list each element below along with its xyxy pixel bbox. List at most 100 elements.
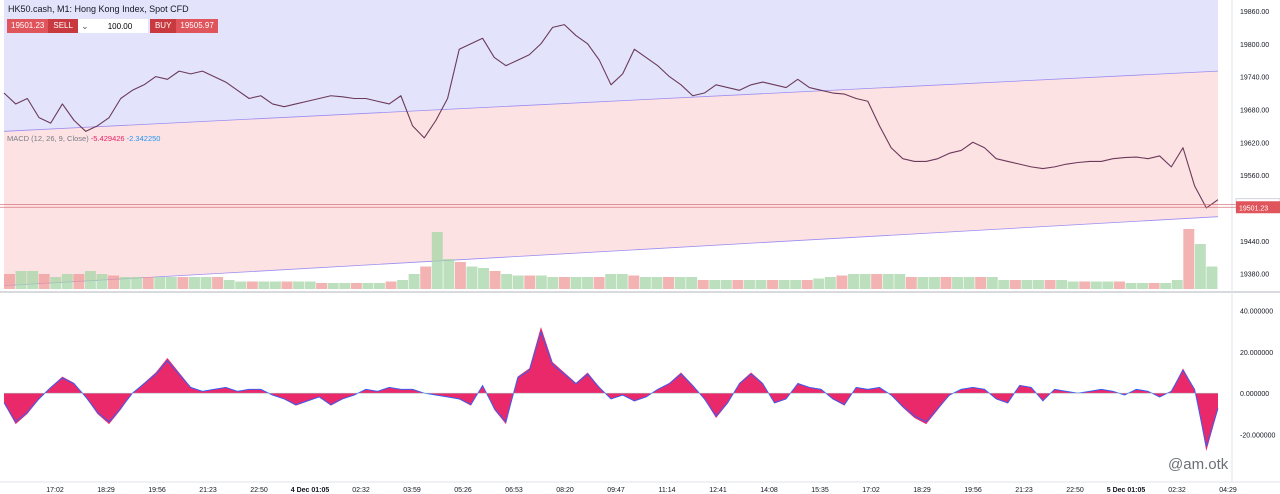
volume-bar — [697, 280, 709, 289]
volume-bar — [1125, 283, 1137, 289]
time-tick-label: 02:32 — [1168, 487, 1186, 494]
volume-bar — [258, 281, 270, 289]
time-tick-label: 17:02 — [862, 487, 880, 494]
volume-bar — [547, 277, 559, 289]
volume-bar — [1206, 266, 1218, 289]
volume-bar — [131, 277, 143, 289]
chart-title: HK50.cash, M1: Hong Kong Index, Spot CFD — [8, 4, 189, 14]
macd-legend-signal: -2.342250 — [126, 134, 161, 143]
volume-bar — [50, 277, 62, 289]
volume-bar — [397, 280, 409, 289]
sell-button[interactable]: SELL — [48, 19, 78, 33]
channel-upper-line — [3, 70, 1219, 132]
volume-bar — [928, 277, 940, 289]
volume-bar — [1183, 229, 1195, 289]
time-tick-label: 05:26 — [454, 487, 472, 494]
volume-bar — [639, 277, 651, 289]
volume-bar — [663, 277, 674, 289]
volume-bar — [582, 277, 594, 289]
volume-bar — [767, 280, 779, 289]
volume-bar — [38, 274, 50, 289]
time-tick-label: 22:50 — [250, 487, 268, 494]
price-tick-label: 19380.00 — [1240, 272, 1269, 279]
price-tick-label: 19560.00 — [1240, 173, 1269, 180]
volume-bar — [246, 281, 258, 289]
volume-bar — [616, 274, 628, 289]
volume-bar — [316, 283, 328, 289]
volume-bar — [431, 232, 443, 289]
volume-bar — [61, 274, 73, 289]
upper-zone — [4, 0, 1218, 132]
volume-bar — [1009, 280, 1021, 289]
price-tick-label: 19680.00 — [1240, 107, 1269, 114]
buy-price[interactable]: 19505.97 — [176, 19, 218, 33]
volume-bar — [871, 274, 883, 289]
volume-bar — [1056, 280, 1068, 289]
volume-bar — [1113, 281, 1125, 289]
volume-bar — [790, 280, 802, 289]
volume-bar — [165, 277, 177, 289]
volume-bar — [200, 277, 212, 289]
volume-bar — [940, 277, 952, 289]
macd-line — [3, 330, 1219, 447]
volume-bar — [96, 274, 108, 289]
volume-bar — [859, 274, 871, 289]
volume-bar — [512, 275, 524, 289]
time-tick-label: 18:29 — [97, 487, 115, 494]
volume-bar — [385, 281, 397, 289]
volume-bar — [628, 275, 640, 289]
volume-bar — [235, 281, 247, 289]
price-tag-label: 19501.23 — [1239, 205, 1268, 212]
macd-tick-label: 40.000000 — [1240, 308, 1273, 315]
volume-bar — [801, 280, 813, 289]
volume-bar — [743, 280, 755, 289]
volume-bar — [986, 277, 998, 289]
volume-bar — [154, 277, 166, 289]
volume-bar — [917, 277, 929, 289]
volume-bar — [1171, 280, 1183, 289]
volume-bar — [1044, 280, 1056, 289]
price-tick-label: 19620.00 — [1240, 140, 1269, 147]
time-tick-label: 09:47 — [607, 487, 625, 494]
macd-legend-value: -5.429426 — [90, 134, 125, 143]
quantity-input[interactable] — [91, 20, 148, 32]
volume-bar — [1067, 281, 1079, 289]
macd-legend-name: MACD (12, 26, 9, Close) — [7, 134, 89, 143]
time-tick-label: 12:41 — [709, 487, 727, 494]
volume-bar — [952, 277, 964, 289]
time-tick-label: 06:53 — [505, 487, 523, 494]
volume-bar — [778, 280, 790, 289]
time-tick-label: 17:02 — [46, 487, 64, 494]
volume-bar — [293, 281, 305, 289]
volume-bar — [84, 271, 96, 289]
volume-bar — [882, 274, 894, 289]
volume-bar — [27, 271, 39, 289]
chevron-down-icon[interactable]: ⌄ — [81, 21, 89, 31]
volume-bar — [755, 280, 767, 289]
volume-bar — [443, 259, 455, 289]
price-tick-label: 19800.00 — [1240, 42, 1269, 49]
sell-price[interactable]: 19501.23 — [7, 19, 49, 33]
channel-lower-line — [3, 216, 1219, 287]
volume-bar — [848, 274, 859, 289]
volume-bar — [327, 283, 339, 289]
volume-bar — [73, 274, 85, 289]
time-tick-label: 03:59 — [403, 487, 421, 494]
volume-bar — [732, 280, 744, 289]
volume-bar — [108, 275, 120, 289]
volume-bar — [454, 262, 466, 289]
volume-bar — [1090, 281, 1102, 289]
volume-bar — [1148, 283, 1160, 289]
volume-bar — [1033, 280, 1044, 289]
volume-bar — [223, 280, 235, 289]
buy-button[interactable]: BUY — [149, 19, 177, 33]
volume-bar — [350, 283, 362, 289]
volume-bar — [905, 277, 917, 289]
time-tick-label: 08:20 — [556, 487, 574, 494]
volume-bar — [605, 274, 617, 289]
volume-bar — [188, 277, 200, 289]
volume-bar — [975, 277, 987, 289]
volume-bar — [339, 283, 351, 289]
volume-bar — [269, 281, 281, 289]
